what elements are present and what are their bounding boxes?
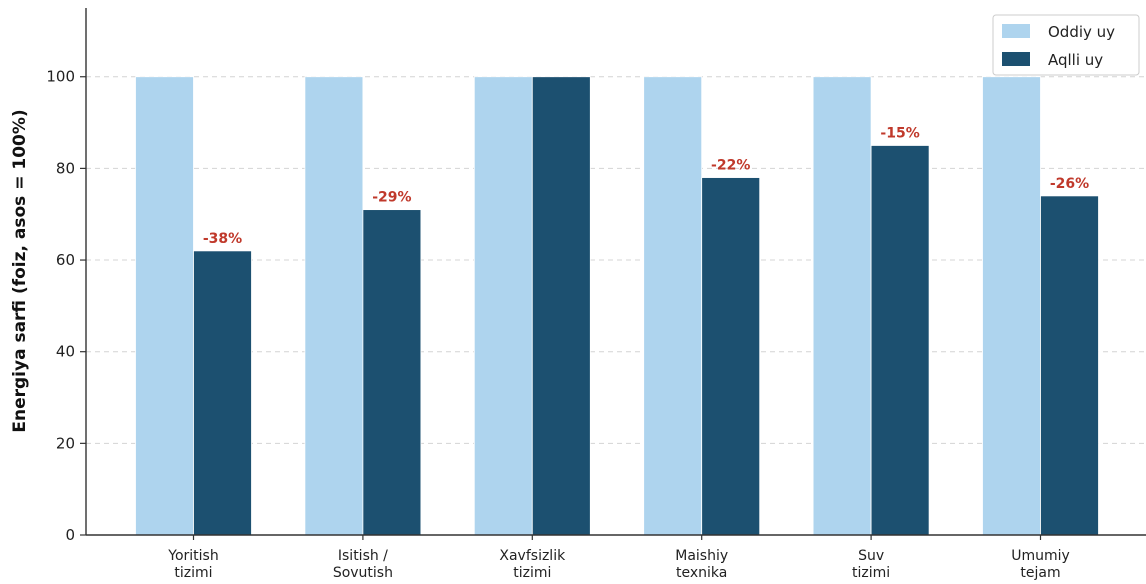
x-tick-label: Xavfsizlik tizimi bbox=[499, 548, 566, 581]
bars bbox=[135, 76, 1099, 536]
axes bbox=[85, 8, 1146, 536]
bar-aqlli-uy bbox=[362, 209, 422, 536]
y-tick-label: 40 bbox=[56, 343, 75, 361]
bar-oddiy-uy bbox=[473, 76, 533, 536]
legend-label-aqlli-uy: Aqlli uy bbox=[1048, 51, 1103, 69]
x-tick-labels: Yoritish tizimi Isitish / Sovutish Xavfsizli… bbox=[167, 535, 1070, 581]
savings-label: -15% bbox=[880, 125, 919, 141]
bar-oddiy-uy bbox=[982, 76, 1041, 536]
savings-label: -26% bbox=[1050, 176, 1089, 192]
bar-oddiy-uy bbox=[812, 76, 872, 536]
y-axis-title: Energiya sarfi (foiz, asos = 100%) bbox=[10, 109, 30, 432]
savings-label: -38% bbox=[203, 231, 242, 247]
y-tick-label: 20 bbox=[56, 434, 75, 452]
x-tick-label: Maishiy texnika bbox=[675, 548, 728, 581]
bar-oddiy-uy bbox=[304, 76, 364, 536]
legend: Oddiy uy Aqlli uy bbox=[992, 14, 1140, 76]
bar-aqlli-uy bbox=[1040, 195, 1099, 536]
x-tick-label: Yoritish tizimi bbox=[167, 548, 218, 581]
x-tick-label: Umumiy tejam bbox=[1011, 548, 1070, 581]
legend-swatch-aqlli-uy bbox=[1002, 52, 1030, 66]
x-tick-label: Suv tizimi bbox=[852, 548, 890, 581]
y-ticks: 0 20 40 60 80 100 bbox=[46, 68, 86, 544]
gridlines bbox=[86, 76, 1146, 444]
y-tick-label: 80 bbox=[56, 159, 75, 177]
legend-label-oddiy-uy: Oddiy uy bbox=[1048, 23, 1115, 41]
annotations: -38% -29% -22% -15% -26% bbox=[203, 125, 1089, 246]
bar-aqlli-uy bbox=[531, 76, 591, 536]
bar-aqlli-uy bbox=[870, 145, 930, 536]
bar-aqlli-uy bbox=[193, 250, 252, 536]
legend-swatch-oddiy-uy bbox=[1002, 24, 1030, 38]
savings-label: -29% bbox=[372, 190, 411, 206]
bar-oddiy-uy bbox=[135, 76, 194, 536]
savings-label: -22% bbox=[711, 158, 750, 174]
y-tick-label: 100 bbox=[46, 68, 75, 86]
y-tick-label: 60 bbox=[56, 251, 75, 269]
bar-oddiy-uy bbox=[643, 76, 703, 536]
bar-aqlli-uy bbox=[701, 177, 761, 536]
y-tick-label: 0 bbox=[65, 526, 75, 544]
x-tick-label: Isitish / Sovutish bbox=[333, 548, 393, 581]
